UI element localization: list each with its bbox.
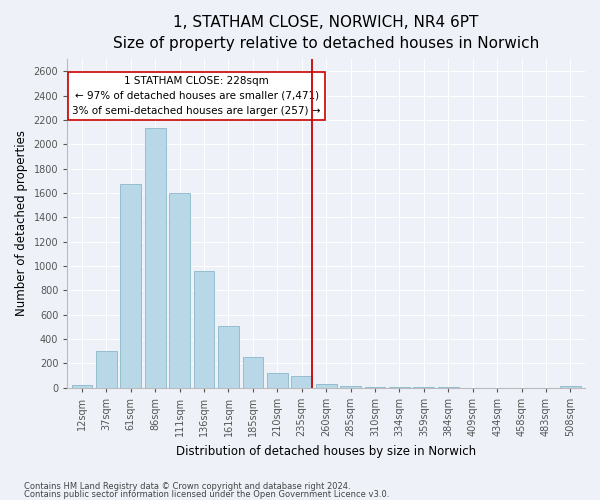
Bar xyxy=(145,128,166,388)
Bar xyxy=(121,184,141,388)
Title: 1, STATHAM CLOSE, NORWICH, NR4 6PT
Size of property relative to detached houses : 1, STATHAM CLOSE, NORWICH, NR4 6PT Size … xyxy=(113,15,539,51)
Text: 1 STATHAM CLOSE: 228sqm
← 97% of detached houses are smaller (7,471)
3% of semi-: 1 STATHAM CLOSE: 228sqm ← 97% of detache… xyxy=(73,76,321,116)
Text: Contains public sector information licensed under the Open Government Licence v3: Contains public sector information licen… xyxy=(24,490,389,499)
Bar xyxy=(316,384,337,388)
Bar xyxy=(267,373,288,388)
Bar xyxy=(560,386,581,388)
Bar xyxy=(96,351,117,388)
Bar xyxy=(242,356,263,388)
Bar xyxy=(169,193,190,388)
Bar xyxy=(71,386,92,388)
Bar xyxy=(340,386,361,388)
Bar xyxy=(218,326,239,388)
X-axis label: Distribution of detached houses by size in Norwich: Distribution of detached houses by size … xyxy=(176,444,476,458)
Bar xyxy=(389,387,410,388)
Bar xyxy=(194,271,214,388)
Bar xyxy=(292,376,312,388)
Bar xyxy=(365,387,385,388)
Text: Contains HM Land Registry data © Crown copyright and database right 2024.: Contains HM Land Registry data © Crown c… xyxy=(24,482,350,491)
Y-axis label: Number of detached properties: Number of detached properties xyxy=(15,130,28,316)
